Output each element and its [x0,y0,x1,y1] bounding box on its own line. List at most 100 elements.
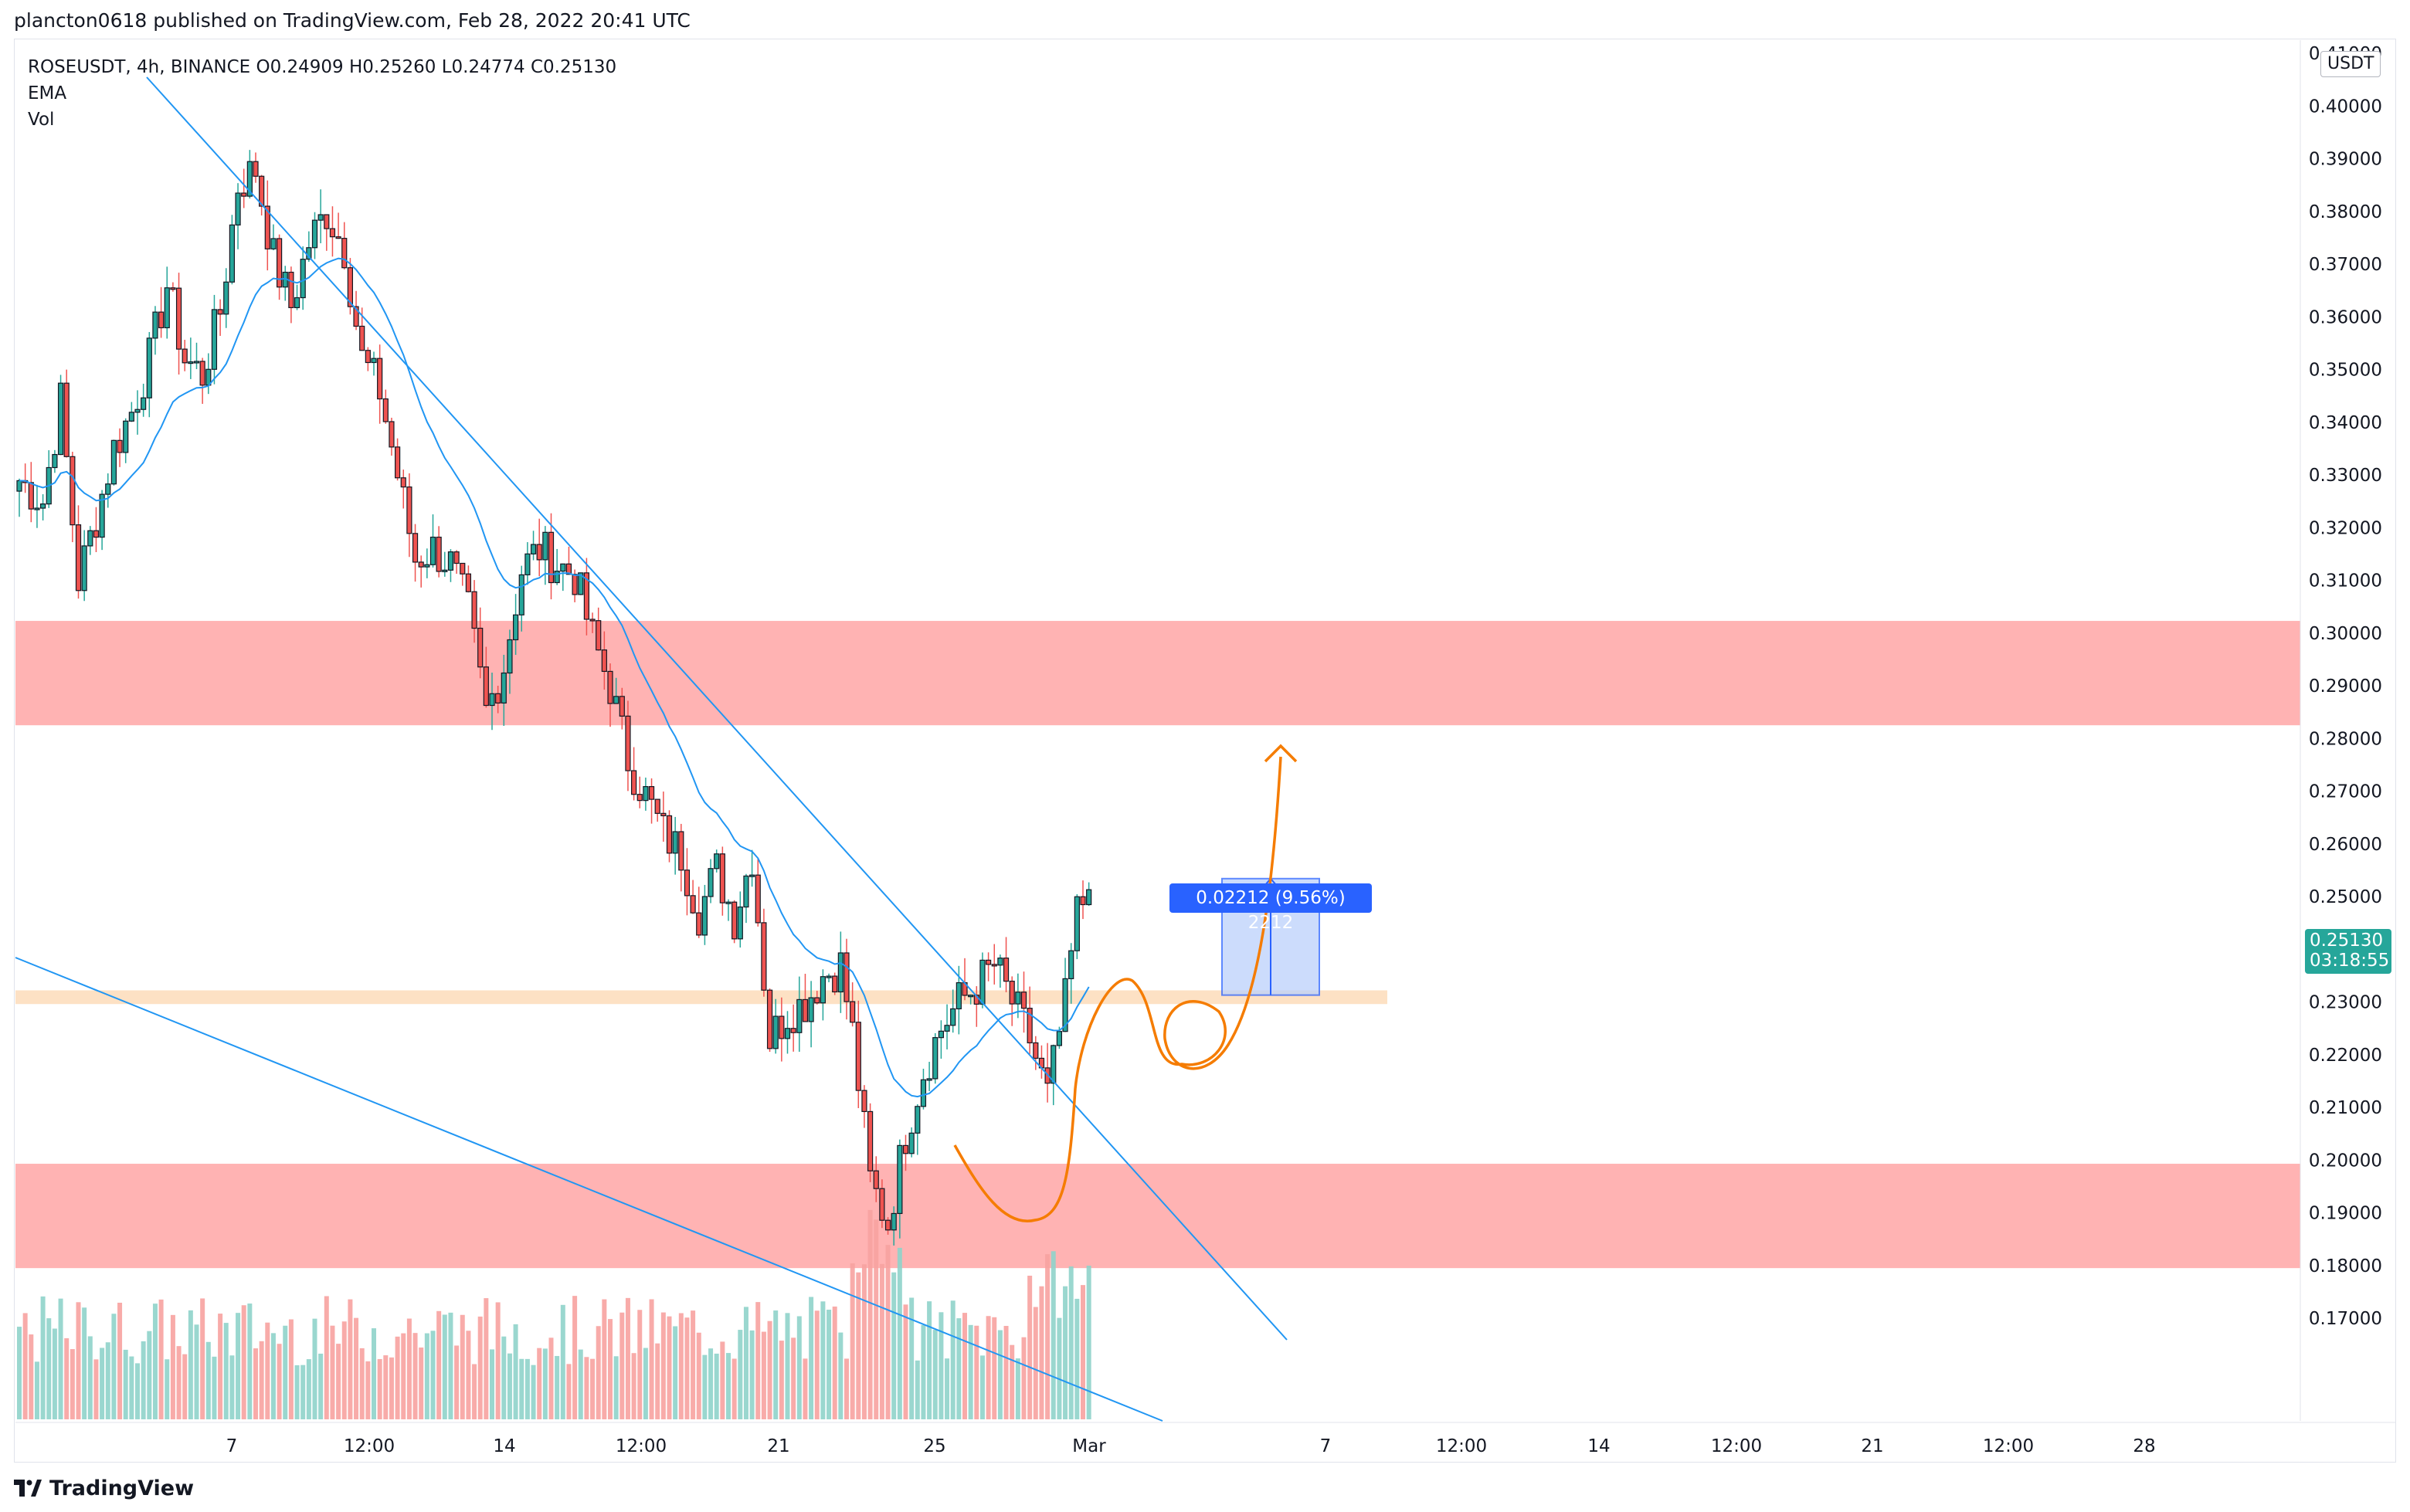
candle [164,266,170,339]
volume-bar [100,1348,105,1419]
volume-bar [330,1325,335,1419]
volume-bar [578,1349,583,1419]
candle-body [1080,896,1086,906]
candle [861,1085,867,1128]
volume-bar [524,1358,530,1419]
candle-body [217,309,223,315]
candle [891,1206,897,1246]
candle [643,777,649,811]
price-axis: 0.17000 0.18000 0.19000 0.20000 0.21000 0.220… [2300,40,2382,1421]
candle [944,1004,950,1049]
candle [725,899,731,921]
candle-body [365,350,371,364]
price-tick-label: 0.20000 [2309,1151,2382,1171]
candle-body [542,531,548,561]
volume-bar [631,1353,636,1419]
footer-brand[interactable]: TradingView [14,1476,194,1500]
last-price-value: 0.25130 [2310,931,2384,951]
candle [22,463,29,493]
ema-indicator-label[interactable]: EMA [28,83,67,103]
candle [382,389,389,424]
candle-body [1003,958,1010,982]
volume-bar [241,1305,246,1419]
candle-body [991,964,997,967]
volume-bar [205,1341,211,1419]
candle-body [572,574,578,595]
volume-bar [785,1313,790,1419]
volume-bar [200,1298,205,1419]
time-tick-label: 12:00 [1983,1436,2034,1456]
candle-body [347,267,353,307]
price-tick-label: 0.37000 [2309,255,2382,275]
candle [477,607,484,679]
candle-body [460,562,466,575]
candle-body [1020,992,1027,1009]
candle [518,565,524,632]
candle-body [81,545,87,592]
volume-bar [885,1245,891,1419]
candle [471,580,477,643]
volume-bar [152,1304,158,1419]
candle-body [28,482,34,510]
candle [175,273,182,375]
currency-badge[interactable]: USDT [2320,51,2381,77]
time-tick-label: 12:00 [1711,1436,1762,1456]
volume-bar [897,1247,902,1419]
candle-body [501,672,507,704]
candle [678,823,684,892]
volume-bar [117,1302,123,1419]
volume-bar [590,1358,596,1419]
volume-bar [395,1336,400,1419]
resistance-zone [15,621,2300,726]
ema-line [19,257,1090,1098]
candle-body [300,259,306,299]
volume-bar [29,1334,34,1419]
volume-bar [761,1331,766,1419]
candle [583,558,590,636]
volume-bar [294,1365,300,1419]
time-tick-label: 25 [923,1436,945,1456]
volume-indicator-label[interactable]: Vol [28,110,55,130]
candle [607,663,613,727]
volume-bar [572,1296,578,1419]
candle-body [820,976,827,1004]
support-line-zone [15,990,1387,1005]
volume-bar [64,1337,70,1419]
volume-bar [466,1331,471,1419]
candle [507,629,513,694]
price-tick-label: 0.40000 [2309,97,2382,117]
volume-bar [974,1325,979,1419]
chart-frame[interactable] [14,39,2396,1463]
candle [389,417,395,456]
candle-body [1027,1008,1033,1044]
volume-bar [1010,1344,1015,1419]
candle-body [158,311,165,329]
candle [915,1103,921,1155]
time-tick-label: 28 [2133,1436,2155,1456]
candle-body [1033,1042,1039,1059]
candle-body [395,446,401,479]
candle [28,462,34,523]
volume-bar [891,1272,897,1419]
candle [406,473,412,558]
volume-bar [691,1310,696,1419]
candle [277,234,283,300]
candle [57,375,64,456]
candle [465,565,472,593]
candle [377,344,383,424]
candle [601,631,607,690]
candle-body [329,228,336,238]
symbol-ohlc-line[interactable]: ROSEUSDT, 4h, BINANCE O0.24909 H0.25260 … [28,57,617,77]
volume-bar [312,1318,317,1419]
candle [719,846,725,916]
volume-bar [519,1358,524,1419]
volume-bar [531,1365,536,1419]
candle-body [968,995,974,998]
candle [820,969,827,1021]
volume-bar [223,1323,229,1419]
candle [530,531,537,561]
volume-bar [1081,1285,1085,1419]
volume-bar [46,1318,52,1419]
candle [39,494,46,520]
